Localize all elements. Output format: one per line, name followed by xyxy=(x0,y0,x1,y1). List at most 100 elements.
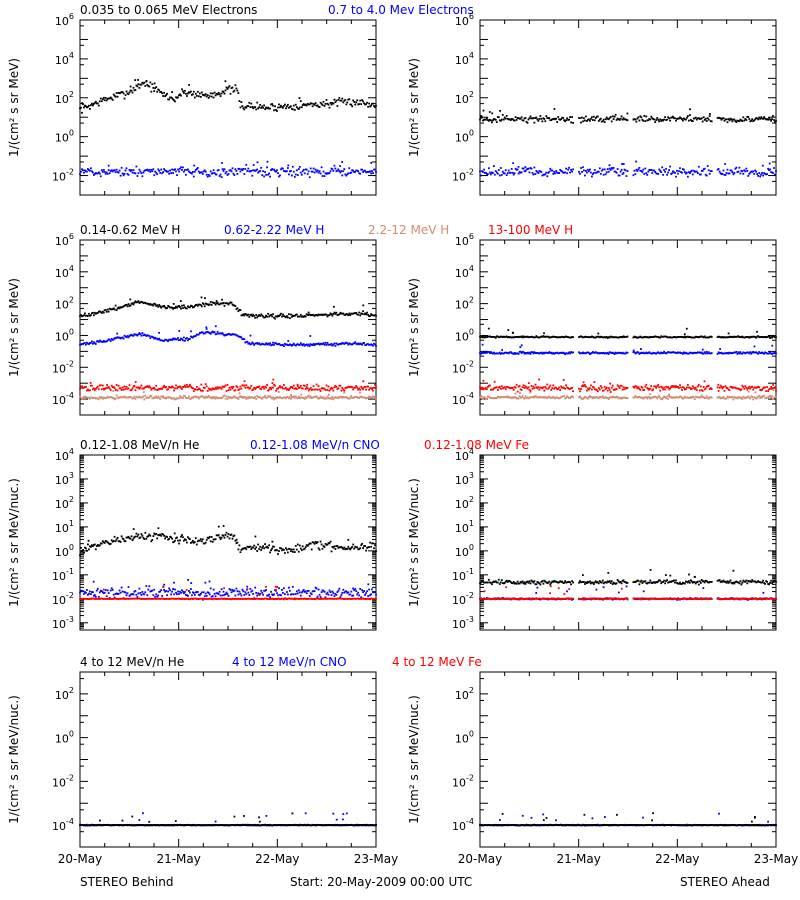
data-point xyxy=(115,92,118,94)
data-point xyxy=(342,170,345,173)
data-point xyxy=(609,391,612,393)
data-point xyxy=(533,336,536,339)
data-point xyxy=(272,313,274,316)
data-point xyxy=(667,116,669,119)
data-point xyxy=(638,387,641,390)
data-point xyxy=(161,92,164,95)
data-point xyxy=(105,598,108,600)
data-point xyxy=(87,598,89,600)
data-point xyxy=(126,305,129,308)
data-point xyxy=(100,312,103,314)
data-point xyxy=(106,597,109,600)
data-point xyxy=(333,305,335,308)
data-point xyxy=(122,337,125,340)
data-point xyxy=(563,119,565,122)
data-point xyxy=(272,168,274,171)
data-point xyxy=(488,335,490,338)
data-point xyxy=(176,306,178,309)
data-point xyxy=(138,332,141,334)
data-point xyxy=(504,388,507,390)
data-point xyxy=(109,396,112,398)
data-point xyxy=(535,170,538,172)
data-point xyxy=(345,103,348,106)
data-point xyxy=(494,386,497,389)
data-point xyxy=(81,598,83,600)
data-point xyxy=(119,306,122,309)
data-point xyxy=(731,352,734,354)
data-point xyxy=(246,340,249,343)
data-point xyxy=(669,396,671,399)
data-point xyxy=(658,120,661,123)
data-point xyxy=(269,598,271,600)
data-point xyxy=(690,388,692,390)
data-point xyxy=(519,392,521,394)
data-point xyxy=(709,113,711,115)
data-point xyxy=(626,170,629,172)
data-point xyxy=(156,397,159,399)
data-point xyxy=(309,102,312,105)
data-point xyxy=(138,597,141,600)
data-point xyxy=(335,311,338,314)
data-point xyxy=(324,313,327,316)
data-point xyxy=(93,174,95,176)
data-point xyxy=(351,169,354,171)
data-point xyxy=(107,310,110,313)
data-point xyxy=(601,168,604,171)
data-point xyxy=(81,398,83,400)
data-point xyxy=(121,590,124,593)
data-point xyxy=(529,390,532,392)
chart-row-2: 0.14-0.62 MeV H 0.62-2.22 MeV H 2.2-12 MeV… xyxy=(7,223,777,416)
data-point xyxy=(670,336,672,339)
data-point xyxy=(197,333,200,336)
data-point xyxy=(563,395,565,398)
data-point xyxy=(135,84,138,87)
data-point xyxy=(625,387,628,390)
data-point xyxy=(538,118,541,120)
data-point xyxy=(288,106,290,109)
data-point xyxy=(662,388,664,391)
data-point xyxy=(762,117,764,120)
data-point xyxy=(88,169,90,171)
data-point xyxy=(494,397,497,399)
data-point xyxy=(626,335,629,338)
data-point xyxy=(212,331,215,334)
data-point xyxy=(139,83,142,86)
data-point xyxy=(608,351,611,354)
data-point xyxy=(546,117,549,119)
data-point xyxy=(298,344,301,346)
data-point xyxy=(762,387,764,390)
data-point xyxy=(218,536,221,539)
data-point xyxy=(131,539,134,542)
data-point xyxy=(121,537,124,540)
y-tick-label: 104 xyxy=(455,264,474,280)
data-point xyxy=(210,95,213,98)
data-point xyxy=(93,594,96,596)
data-point xyxy=(255,314,258,316)
data-point xyxy=(250,548,253,550)
data-point xyxy=(507,169,510,172)
data-point xyxy=(309,395,312,398)
data-point xyxy=(762,174,764,177)
data-point xyxy=(193,335,196,338)
data-point xyxy=(561,335,564,338)
data-point xyxy=(111,588,114,591)
data-point xyxy=(116,536,119,539)
data-point xyxy=(230,87,233,89)
data-point xyxy=(723,352,726,355)
data-point xyxy=(579,117,581,119)
data-point xyxy=(149,386,152,389)
data-point xyxy=(160,306,163,309)
data-point xyxy=(760,395,763,398)
data-point xyxy=(765,336,767,339)
data-point xyxy=(169,96,171,99)
data-point xyxy=(158,169,161,172)
data-point xyxy=(646,397,649,400)
data-point xyxy=(349,396,352,399)
data-point xyxy=(264,597,266,600)
data-point xyxy=(354,312,357,315)
data-point xyxy=(579,172,581,175)
data-point xyxy=(185,386,187,388)
data-point xyxy=(515,383,518,386)
data-point xyxy=(190,385,192,388)
data-point xyxy=(774,173,776,176)
